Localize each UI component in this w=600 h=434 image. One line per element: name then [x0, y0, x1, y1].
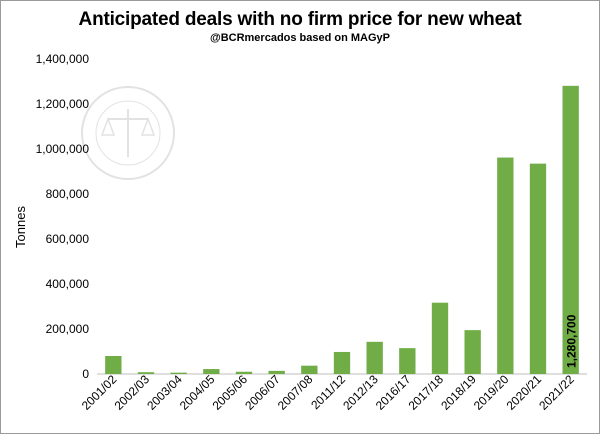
x-tick-label: 2007/08 — [275, 372, 316, 413]
x-tick-label: 2006/07 — [242, 372, 283, 413]
bar — [235, 371, 253, 374]
x-tick-label: 2016/17 — [373, 372, 414, 413]
x-tick-label: 2017/18 — [406, 372, 447, 413]
x-tick-label: 2021/22 — [536, 372, 577, 413]
bar — [497, 157, 514, 374]
bar — [170, 372, 187, 374]
y-tick-label: 200,000 — [46, 322, 90, 336]
chart-title: Anticipated deals with no firm price for… — [78, 9, 522, 30]
bar — [464, 330, 481, 375]
chart-subtitle: @BCRmercados based on MAGyP — [209, 32, 391, 44]
y-tick-label: 400,000 — [46, 277, 90, 291]
y-axis-label: Tonnes — [13, 206, 28, 248]
bar — [399, 348, 416, 375]
x-tick-label: 2018/19 — [438, 372, 479, 413]
x-tick-label: 2012/13 — [340, 372, 381, 413]
bar — [301, 365, 318, 374]
x-tick-label: 2002/03 — [112, 372, 153, 413]
bar — [203, 369, 220, 374]
x-tick-label: 2003/04 — [144, 372, 185, 413]
x-tick-label: 2019/20 — [471, 372, 512, 413]
y-tick-label: 0 — [82, 367, 89, 381]
y-tick-label: 1,200,000 — [36, 97, 90, 111]
bar — [268, 370, 285, 374]
bar — [431, 302, 449, 374]
y-tick-label: 1,000,000 — [36, 142, 90, 156]
bar — [137, 372, 155, 374]
bar — [529, 163, 547, 375]
watermark-seal — [81, 86, 175, 180]
x-tick-label: 2004/05 — [177, 372, 218, 413]
y-tick-label: 1,400,000 — [36, 52, 90, 66]
data-label: 1,280,700 — [565, 314, 579, 368]
bar — [366, 341, 383, 374]
bar — [105, 356, 122, 374]
bar — [562, 85, 579, 374]
x-tick-label: 2005/06 — [210, 372, 251, 413]
x-tick-label: 2020/21 — [504, 372, 545, 413]
bar — [333, 351, 351, 374]
y-tick-label: 800,000 — [46, 187, 90, 201]
y-tick-label: 600,000 — [46, 232, 90, 246]
